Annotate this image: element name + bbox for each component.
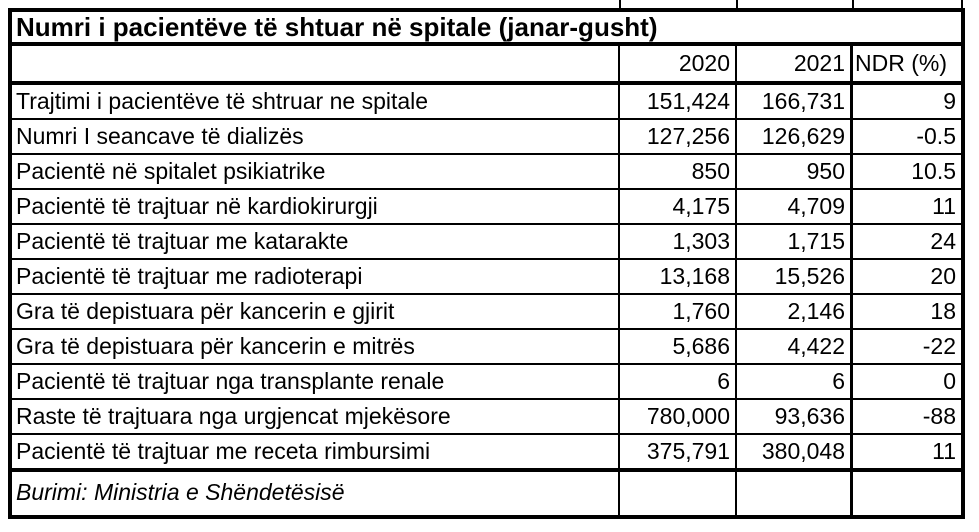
grid-border-stub — [619, 0, 621, 9]
footer-empty-cell — [853, 472, 961, 515]
header-2020: 2020 — [620, 46, 737, 81]
table-row: Numri I seancave të dializës 127,256 126… — [12, 120, 961, 155]
patients-table: Numri i pacientëve të shtuar në spitale … — [8, 8, 965, 519]
table-row: Pacientë të trajtuar me receta rimbursim… — [12, 435, 961, 472]
row-label: Trajtimi i pacientëve të shtruar ne spit… — [12, 85, 620, 118]
table-row: Gra të depistuara për kancerin e gjirit … — [12, 295, 961, 330]
value-ndr: 24 — [930, 228, 956, 254]
value-2021: 2,146 — [737, 295, 853, 328]
value-2021: 4,709 — [737, 190, 853, 223]
value-2021: 93,636 — [737, 400, 853, 433]
value-2020: 5,686 — [620, 330, 737, 363]
value-2020: 4,175 — [620, 190, 737, 223]
table-title-row: Numri i pacientëve të shtuar në spitale … — [12, 12, 961, 46]
footer-empty-cell — [737, 472, 853, 515]
value-2020: 375,791 — [620, 435, 737, 468]
table-row: Gra të depistuara për kancerin e mitrës … — [12, 330, 961, 365]
row-label: Pacientë të trajtuar në kardiokirurgji — [12, 190, 620, 223]
value-ndr: 20 — [930, 263, 956, 289]
value-ndr: 9 — [943, 88, 956, 114]
grid-border-stub — [961, 0, 963, 9]
value-ndr: -0.5 — [916, 123, 956, 149]
table-row: Pacientë të trajtuar në kardiokirurgji 4… — [12, 190, 961, 225]
row-label: Pacientë në spitalet psikiatrike — [12, 155, 620, 188]
row-label: Pacientë të trajtuar me katarakte — [12, 225, 620, 258]
value-2020: 1,303 — [620, 225, 737, 258]
row-label: Pacientë të trajtuar nga transplante ren… — [12, 365, 620, 398]
value-ndr: 11 — [932, 193, 956, 219]
table-row: Pacientë në spitalet psikiatrike 850 950… — [12, 155, 961, 190]
row-label: Gra të depistuara për kancerin e gjirit — [12, 295, 620, 328]
value-2020: 127,256 — [620, 120, 737, 153]
value-ndr: 0 — [943, 368, 956, 394]
table-row: Pacientë të trajtuar me katarakte 1,303 … — [12, 225, 961, 260]
value-2021: 4,422 — [737, 330, 853, 363]
table-row: Trajtimi i pacientëve të shtruar ne spit… — [12, 85, 961, 120]
source-text: Burimi: Ministria e Shëndetësisë — [12, 472, 620, 515]
value-2021: 950 — [737, 155, 853, 188]
table-row: Pacientë të trajtuar nga transplante ren… — [12, 365, 961, 400]
value-ndr: 11 — [932, 438, 956, 464]
grid-border-stub — [736, 0, 738, 9]
value-ndr: -88 — [922, 403, 956, 429]
table-body: Trajtimi i pacientëve të shtruar ne spit… — [12, 85, 961, 472]
table-row: Pacientë të trajtuar me radioterapi 13,1… — [12, 260, 961, 295]
row-label: Numri I seancave të dializës — [12, 120, 620, 153]
value-2020: 1,760 — [620, 295, 737, 328]
header-ndr-percent: NDR (%) — [855, 50, 947, 76]
header-empty-cell — [12, 46, 620, 81]
header-2021: 2021 — [737, 46, 853, 81]
row-label: Raste të trajtuara nga urgjencat mjekëso… — [12, 400, 620, 433]
value-2021: 126,629 — [737, 120, 853, 153]
row-label: Pacientë të trajtuar me radioterapi — [12, 260, 620, 293]
grid-border-stub — [852, 0, 854, 9]
value-2020: 780,000 — [620, 400, 737, 433]
value-ndr: 10.5 — [911, 158, 956, 184]
footer-empty-cell — [620, 472, 737, 515]
value-2021: 380,048 — [737, 435, 853, 468]
value-2021: 6 — [737, 365, 853, 398]
value-ndr: -22 — [922, 333, 956, 359]
row-label: Pacientë të trajtuar me receta rimbursim… — [12, 435, 620, 468]
value-2020: 850 — [620, 155, 737, 188]
value-2021: 166,731 — [737, 85, 853, 118]
value-2021: 1,715 — [737, 225, 853, 258]
table-title: Numri i pacientëve të shtuar në spitale … — [16, 12, 658, 42]
value-2020: 6 — [620, 365, 737, 398]
table-row: Raste të trajtuara nga urgjencat mjekëso… — [12, 400, 961, 435]
table-header-row: 2020 2021 NDR (%) — [12, 46, 961, 85]
value-2020: 151,424 — [620, 85, 737, 118]
row-label: Gra të depistuara për kancerin e mitrës — [12, 330, 620, 363]
value-2020: 13,168 — [620, 260, 737, 293]
value-2021: 15,526 — [737, 260, 853, 293]
table-source-row: Burimi: Ministria e Shëndetësisë — [12, 472, 961, 515]
value-ndr: 18 — [930, 298, 956, 324]
